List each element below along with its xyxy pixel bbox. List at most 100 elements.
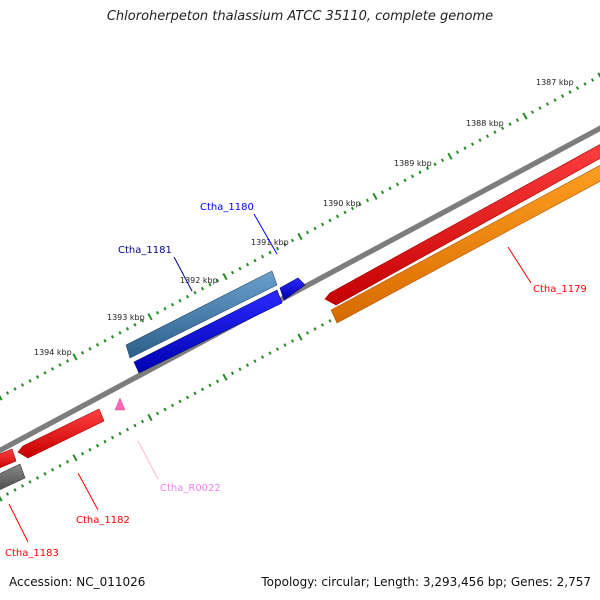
upper-ring-minor-tick	[485, 134, 490, 138]
upper-ring-minor-tick	[395, 182, 400, 187]
gene-orange[interactable]	[330, 160, 600, 324]
upper-ring-minor-tick	[478, 138, 482, 142]
upper-ring-major-tick	[597, 72, 600, 79]
tick-label-1389: 1389 kbp	[394, 159, 432, 168]
gene-label-1181[interactable]: Ctha_1181	[118, 245, 172, 256]
upper-ring-minor-tick	[283, 242, 287, 247]
upper-ring-minor-tick	[110, 335, 115, 339]
upper-ring-minor-tick	[163, 306, 167, 311]
gene-label-r0022[interactable]: Ctha_R0022	[160, 483, 221, 494]
gene-ctha-1180[interactable]	[279, 277, 306, 301]
gene-blue-lower[interactable]	[133, 289, 283, 374]
upper-ring-major-tick	[522, 112, 528, 120]
upper-ring-minor-tick	[185, 294, 190, 299]
gene-grey[interactable]	[0, 463, 26, 492]
upper-ring-minor-tick	[538, 106, 542, 110]
lower-ring-minor-tick	[313, 327, 317, 331]
lower-ring-minor-tick	[283, 343, 287, 347]
lower-ring-minor-tick	[290, 339, 295, 343]
gene-ctha-1183[interactable]	[0, 448, 17, 470]
tick-label-1388: 1388 kbp	[466, 119, 504, 128]
lower-ring-major-tick	[297, 333, 303, 341]
lower-ring-minor-tick	[13, 488, 17, 492]
lower-ring-minor-tick	[163, 407, 167, 412]
lower-ring-minor-tick	[268, 351, 272, 355]
lower-ring-minor-tick	[28, 480, 32, 484]
upper-ring-minor-tick	[440, 158, 445, 163]
lower-ring-minor-tick	[215, 379, 220, 384]
lower-ring-minor-tick	[58, 464, 62, 468]
label-line-1182	[77, 472, 99, 511]
upper-ring-minor-tick	[410, 174, 415, 179]
upper-ring-minor-tick	[545, 102, 550, 106]
lower-ring-major-tick	[72, 454, 78, 462]
upper-ring-minor-tick	[245, 262, 250, 267]
upper-ring-minor-tick	[418, 170, 422, 175]
rna-ctha-r0022[interactable]	[114, 397, 126, 411]
lower-ring-minor-tick	[118, 431, 122, 436]
gene-ctha-1182[interactable]	[17, 408, 105, 459]
gene-label-1183[interactable]: Ctha_1183	[5, 548, 59, 559]
upper-ring-minor-tick	[140, 318, 145, 323]
lower-ring-minor-tick	[95, 443, 100, 448]
upper-ring-minor-tick	[313, 226, 317, 231]
upper-ring-minor-tick	[470, 142, 475, 146]
label-line-1179	[507, 246, 532, 284]
lower-ring-minor-tick	[80, 451, 85, 456]
lower-ring-minor-tick	[238, 367, 242, 371]
upper-ring-minor-tick	[200, 286, 205, 291]
upper-ring-minor-tick	[80, 351, 85, 355]
label-line-1180	[253, 213, 278, 255]
lower-ring-minor-tick	[5, 492, 10, 496]
upper-ring-minor-tick	[305, 230, 310, 235]
tick-label-1394: 1394 kbp	[34, 348, 72, 357]
upper-ring-minor-tick	[230, 270, 235, 275]
map-title: Chloroherpeton thalassium ATCC 35110, co…	[106, 9, 494, 24]
upper-ring-major-tick	[297, 232, 303, 241]
upper-ring-minor-tick	[380, 190, 385, 195]
gene-label-1182[interactable]: Ctha_1182	[76, 515, 130, 526]
lower-ring-minor-tick	[155, 411, 160, 416]
upper-ring-minor-tick	[350, 206, 355, 211]
lower-ring-minor-tick	[140, 419, 145, 424]
gene-ctha-1179[interactable]	[324, 139, 600, 306]
upper-ring-major-tick	[147, 313, 153, 321]
upper-ring-minor-tick	[253, 258, 257, 263]
upper-ring-minor-tick	[508, 122, 512, 126]
upper-ring-minor-tick	[133, 323, 137, 327]
lower-ring-minor-tick	[275, 347, 280, 351]
lower-ring-minor-tick	[193, 391, 197, 396]
gene-label-1179[interactable]: Ctha_1179	[533, 284, 587, 295]
lower-ring-minor-tick	[185, 395, 190, 400]
lower-ring-minor-tick	[43, 472, 47, 476]
upper-ring-minor-tick	[568, 90, 572, 94]
upper-ring-minor-tick	[553, 98, 557, 102]
upper-ring-major-tick	[72, 353, 78, 361]
upper-ring-minor-tick	[425, 166, 430, 171]
tick-label-1390: 1390 kbp	[323, 199, 361, 208]
upper-ring-minor-tick	[560, 94, 565, 98]
upper-ring-minor-tick	[178, 298, 182, 303]
upper-ring-major-tick	[0, 394, 3, 401]
lower-ring-minor-tick	[208, 383, 212, 388]
gene-label-1180[interactable]: Ctha_1180	[200, 202, 254, 213]
accession-label: Accession: NC_011026	[9, 575, 146, 589]
upper-ring-minor-tick	[530, 110, 535, 114]
upper-ring-minor-tick	[88, 347, 92, 351]
upper-ring-minor-tick	[335, 214, 340, 219]
upper-ring-minor-tick	[13, 387, 17, 391]
upper-ring-minor-tick	[238, 266, 242, 271]
upper-ring-minor-tick	[95, 343, 100, 347]
gene-ctha-1181[interactable]	[125, 270, 278, 359]
upper-ring-major-tick	[447, 152, 453, 160]
lower-ring-minor-tick	[88, 447, 92, 452]
upper-ring-minor-tick	[290, 238, 295, 243]
tick-label-1392: 1392 kbp	[180, 276, 218, 285]
upper-ring-minor-tick	[455, 150, 460, 155]
upper-ring-minor-tick	[403, 178, 407, 183]
upper-ring-minor-tick	[125, 327, 130, 331]
lower-ring-minor-tick	[245, 363, 250, 367]
tick-ring-upper	[0, 72, 600, 401]
lower-ring-minor-tick	[125, 427, 130, 432]
